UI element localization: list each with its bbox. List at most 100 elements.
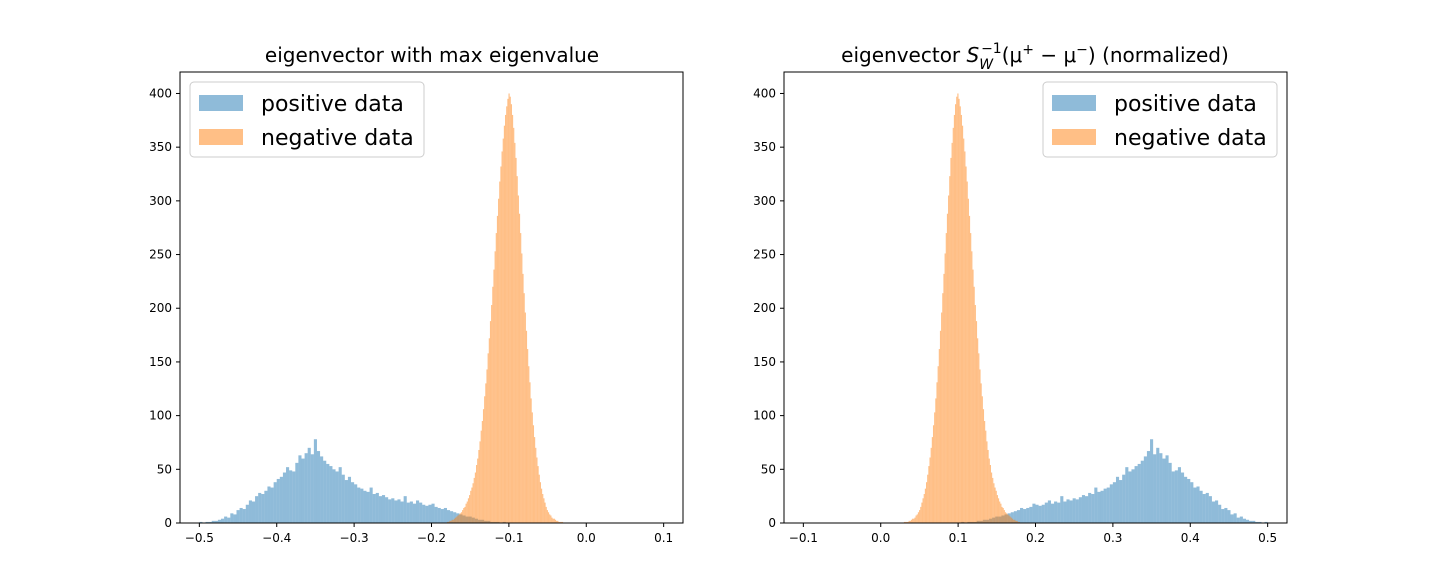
histogram-bar [517,195,519,524]
histogram-bar [1205,492,1209,523]
histogram-bar [492,286,494,523]
histogram-bar [1072,498,1076,523]
histogram-bar [944,253,946,523]
y-tick-label: 50 [157,462,172,476]
histogram-bar [363,490,367,523]
histogram-bar [979,369,981,523]
histogram-bar [251,501,256,523]
histogram-bar [1006,513,1008,523]
x-tick-label: 0.0 [577,531,596,545]
histogram-bar [1242,518,1246,523]
histogram-bar [354,484,358,523]
histogram-bar [388,499,392,523]
histogram-bar [224,516,228,523]
histogram-bar [509,96,511,523]
histogram-bar [1150,439,1154,523]
x-tick-label: −0.3 [340,531,369,545]
histogram-bar [972,269,974,523]
histogram-bar [996,495,998,523]
histogram-bar [502,138,504,523]
histogram-bar [335,471,339,523]
histogram-bar [341,474,345,523]
y-tick-label: 100 [753,409,776,423]
histogram-bar [953,114,956,523]
histogram-bar [233,514,237,523]
histogram-bar [448,521,450,523]
histogram-bar [559,521,561,523]
histogram-bar [1047,500,1051,523]
histogram-bar [344,480,348,523]
y-tick-label: 200 [149,301,172,315]
y-tick-label: 350 [149,140,172,154]
histogram-bar [1010,517,1012,523]
histogram-bar [221,518,225,523]
histogram-bar [1014,519,1016,523]
histogram-bar [931,437,933,523]
histogram-bar [917,512,920,523]
histogram-bar [1245,519,1250,523]
histogram-bar [391,498,395,523]
histogram-bar [425,505,429,523]
histogram-bar [1156,447,1160,523]
y-tick-label: 100 [149,409,172,423]
histogram-bar [446,521,449,523]
histogram-bar [1221,509,1225,523]
histogram-bar [964,151,966,523]
x-tick-label: 0.2 [1026,531,1045,545]
y-tick-label: 250 [149,248,172,262]
histogram-bar [515,157,517,523]
histogram-bar [943,273,945,523]
y-tick-label: 300 [149,194,172,208]
histogram-bar [989,465,991,523]
histogram-bar [440,509,444,523]
histogram-bar [980,383,982,523]
histogram-bar [538,474,540,523]
histogram-bar [1063,501,1067,523]
histogram-bar [913,518,915,523]
histogram-bar [1103,488,1107,523]
chart-panel-left: eigenvector with max eigenvalue −0.5 −0.4… [149,43,684,545]
histogram-bar [431,503,435,523]
histogram-bar [544,502,546,523]
histogram-bar [503,125,506,523]
x-tick-label: −0.2 [417,531,446,545]
histogram-bar [458,514,460,523]
histogram-bar [929,457,931,523]
histogram-bar [227,517,231,523]
histogram-bar [1258,521,1262,523]
histogram-bar [469,495,471,523]
histogram-bar [987,449,989,523]
histogram-bar [476,465,478,523]
title-math-s: S [967,43,980,67]
histogram-bar [316,451,321,523]
histogram-bar [471,487,473,523]
histogram-bar [553,518,555,523]
histogram-bar [1023,509,1027,523]
histogram-bar [541,488,543,523]
histogram-bar [528,366,530,523]
histogram-bar [419,502,423,523]
histogram-bar [557,520,559,523]
histogram-bar [500,166,502,523]
histogram-bar [942,293,944,523]
x-tick-label: 0.3 [1103,531,1122,545]
histogram-bar [941,312,943,523]
histogram-bar [903,521,906,523]
histogram-bar [510,104,512,524]
histogram-bar [535,447,537,523]
histogram-bar [514,142,516,523]
histogram-bar [456,516,458,523]
histogram-bar [1010,512,1014,523]
histogram-bar [985,430,987,523]
histogram-bar [1199,490,1203,523]
y-tick-label: 0 [768,516,776,530]
histogram-bar [205,521,209,523]
histogram-bar [1004,512,1007,523]
histogram-bar [1066,499,1070,523]
histogram-bar [550,515,552,523]
histogram-bar [320,456,324,523]
histogram-bar [1097,491,1101,523]
histogram-bar [1184,476,1188,523]
histogram-bar [506,106,508,524]
chart-title: eigenvector with max eigenvalue [265,43,599,67]
